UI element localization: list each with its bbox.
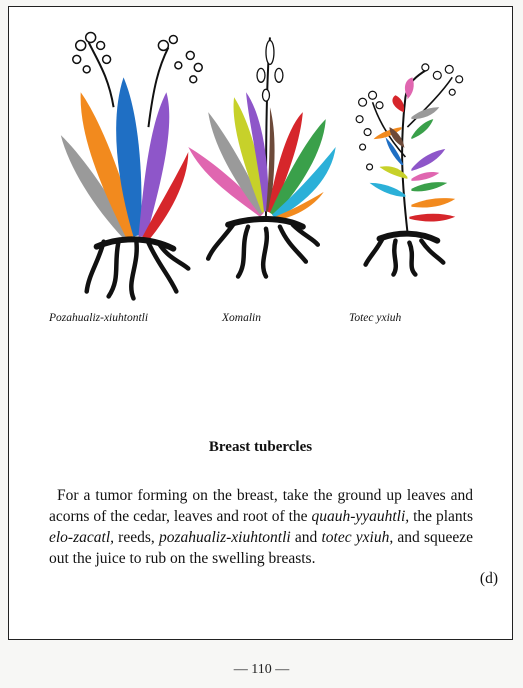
body-text-8: totec yxiuh, (321, 529, 394, 546)
leaf-27 (411, 172, 440, 181)
leaf-17 (373, 127, 402, 140)
plant-totec-illustration (355, 63, 464, 277)
leaf-19 (389, 127, 405, 149)
leaf-11 (269, 119, 326, 216)
leaf-9 (265, 107, 275, 212)
page-frame: Pozahualiz-xiuhtontli Xomalin Totec yxiu… (8, 6, 513, 640)
footnote-marker: (d) (479, 570, 498, 587)
page-number: — 110 — (233, 662, 290, 677)
plant-label-xomalin: Xomalin (222, 312, 261, 324)
leaf-3 (138, 92, 170, 237)
body-text-3: the plants (409, 508, 474, 525)
leaf-15 (392, 95, 405, 114)
leaf-24 (411, 182, 448, 192)
body-text-5: reeds, (114, 529, 159, 546)
leaf-16 (411, 107, 440, 120)
body-paragraph: For a tumor forming on the breast, take … (49, 485, 473, 569)
body-text-1: For a tumor forming on the breast, take … (49, 487, 473, 525)
leaf-4 (141, 152, 189, 241)
leaf-23 (369, 182, 406, 197)
leaf-6 (208, 112, 265, 215)
plant-illustrations (60, 31, 464, 301)
leaf-1 (80, 92, 137, 239)
leaf-7 (233, 97, 266, 213)
plant-label-pozahualiz: Pozahualiz-xiuhtontli (49, 312, 149, 324)
section-title: Breast tubercles (208, 439, 313, 455)
leaf-14 (404, 77, 414, 100)
leaf-10 (267, 112, 303, 214)
body-text-4: elo-zacatl, (49, 529, 114, 546)
body-text-9: and squeeze out the juice to rub on the … (49, 529, 473, 567)
leaf-8 (246, 92, 269, 212)
leaf-13 (269, 191, 324, 221)
leaf-18 (411, 119, 434, 140)
leaf-12 (271, 147, 336, 219)
leaf-20 (385, 137, 404, 165)
body-text-6: pozahualiz-xiuhtontli (158, 529, 291, 546)
leaf-0 (60, 135, 131, 239)
body-text-2: quauh-yyauhtli, (311, 508, 410, 525)
leaf-5 (188, 147, 264, 217)
body-text-7: and (290, 529, 322, 546)
leaf-26 (409, 213, 456, 222)
leaf-22 (411, 149, 446, 171)
leaf-25 (411, 198, 456, 208)
leaf-21 (379, 166, 408, 179)
leaf-2 (116, 77, 142, 237)
plant-label-totec: Totec yxiuh (349, 312, 402, 324)
plant-xomalin-illustration (188, 37, 336, 279)
plant-pozahualiz-illustration (60, 31, 203, 301)
